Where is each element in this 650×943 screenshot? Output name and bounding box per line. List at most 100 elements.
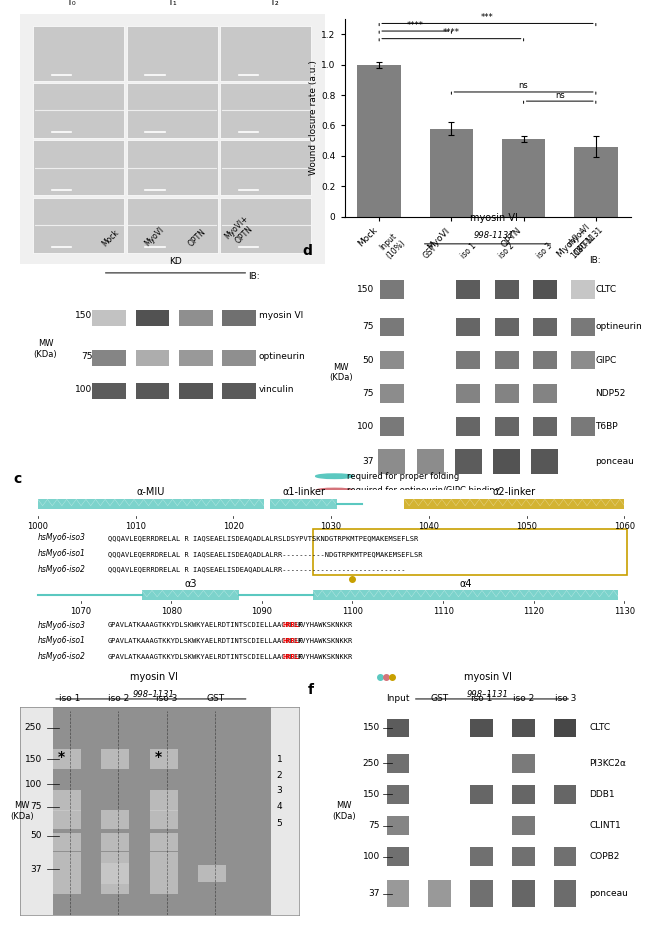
Text: 75: 75	[369, 821, 380, 830]
Text: iso 2: iso 2	[497, 241, 516, 260]
Bar	[533, 351, 557, 370]
Text: KD: KD	[481, 306, 494, 315]
Text: α1-linker: α1-linker	[282, 488, 325, 497]
Text: GIPC: GIPC	[595, 356, 616, 365]
Bar	[380, 417, 404, 436]
FancyBboxPatch shape	[127, 83, 218, 138]
Bar	[179, 383, 213, 399]
Bar	[533, 417, 557, 436]
Bar	[53, 810, 81, 829]
Bar	[136, 383, 170, 399]
FancyBboxPatch shape	[38, 499, 264, 509]
Bar	[430, 128, 473, 217]
Text: 998–1131: 998–1131	[133, 690, 175, 699]
Bar	[387, 785, 409, 803]
Bar	[512, 816, 534, 835]
Text: IB:: IB:	[589, 256, 601, 265]
Text: 100: 100	[363, 852, 380, 861]
Bar	[455, 449, 482, 474]
Bar	[532, 449, 558, 474]
Text: 998–1131: 998–1131	[467, 690, 508, 699]
Text: 1040: 1040	[419, 522, 439, 531]
Bar	[495, 417, 519, 436]
Text: NDP52: NDP52	[595, 389, 625, 398]
Text: α4: α4	[460, 579, 472, 589]
Text: *: *	[155, 750, 162, 764]
Text: OPTN: OPTN	[187, 227, 208, 248]
Text: 250: 250	[363, 759, 380, 768]
Text: 100: 100	[25, 780, 42, 788]
Text: MyoVI: MyoVI	[142, 225, 165, 248]
Text: 37: 37	[369, 889, 380, 899]
Text: optineurin: optineurin	[259, 352, 305, 361]
FancyBboxPatch shape	[33, 198, 124, 253]
Bar	[179, 350, 213, 366]
Bar	[495, 280, 519, 299]
Circle shape	[316, 474, 353, 478]
Text: HRRL: HRRL	[282, 653, 300, 660]
Bar	[533, 318, 557, 336]
Bar	[380, 280, 404, 299]
Text: 75: 75	[363, 323, 374, 331]
Bar	[512, 719, 534, 737]
Bar	[387, 816, 409, 835]
Bar	[387, 881, 409, 907]
Text: 100: 100	[357, 422, 374, 431]
Text: 150: 150	[363, 790, 380, 799]
Text: 1090: 1090	[252, 607, 272, 616]
Bar	[150, 790, 178, 811]
Text: 1130: 1130	[614, 607, 635, 616]
Text: KD: KD	[169, 256, 182, 266]
Bar	[456, 318, 480, 336]
Bar	[92, 383, 126, 399]
Bar	[222, 309, 256, 325]
Text: 5: 5	[277, 819, 282, 828]
Text: 2: 2	[277, 771, 282, 780]
Bar	[502, 140, 545, 217]
Text: 37: 37	[363, 457, 374, 466]
Bar	[571, 417, 595, 436]
Text: hsMyo6-iso2: hsMyo6-iso2	[38, 653, 86, 661]
Text: ***: ***	[481, 13, 494, 22]
Text: MW
(KDa): MW (KDa)	[329, 363, 353, 382]
Text: T6BP: T6BP	[595, 422, 617, 431]
Text: 4: 4	[277, 802, 282, 811]
Bar	[493, 449, 520, 474]
Bar	[387, 754, 409, 772]
Text: 1120: 1120	[523, 607, 544, 616]
Circle shape	[316, 503, 353, 507]
Text: hsMyo6-iso3: hsMyo6-iso3	[38, 534, 86, 542]
Bar	[471, 719, 493, 737]
Bar	[53, 749, 81, 769]
FancyBboxPatch shape	[127, 141, 218, 195]
FancyBboxPatch shape	[142, 590, 239, 601]
Text: iso 3: iso 3	[554, 694, 576, 703]
FancyBboxPatch shape	[220, 25, 311, 80]
Bar	[456, 280, 480, 299]
Bar	[571, 280, 595, 299]
Text: 1030: 1030	[320, 522, 342, 531]
Text: MW
(KDa): MW (KDa)	[10, 802, 34, 820]
Bar	[533, 280, 557, 299]
Bar	[198, 865, 226, 882]
Bar	[387, 719, 409, 737]
Text: GST: GST	[421, 243, 439, 260]
Text: QQQAVLEQERRDRELAL R IAQSEAELISDEAQADLALRR-----------------------------: QQQAVLEQERRDRELAL R IAQSEAELISDEAQADLALR…	[108, 567, 406, 572]
Bar	[358, 64, 401, 217]
Text: hsMyo6-iso1: hsMyo6-iso1	[38, 637, 86, 645]
Text: CLINT1: CLINT1	[589, 821, 621, 830]
Text: HRRL: HRRL	[282, 622, 300, 628]
Text: α2-linker: α2-linker	[493, 488, 536, 497]
Text: d: d	[302, 244, 312, 258]
Bar	[554, 847, 577, 866]
Text: Input
(10%): Input (10%)	[377, 231, 407, 260]
Text: ****: ****	[407, 21, 424, 29]
Text: f: f	[308, 683, 314, 697]
Text: 1050: 1050	[516, 522, 537, 531]
Text: IB:: IB:	[248, 273, 260, 281]
Bar	[92, 350, 126, 366]
Text: PI3KC2α: PI3KC2α	[589, 759, 626, 768]
Text: myosin VI: myosin VI	[259, 311, 303, 321]
FancyBboxPatch shape	[270, 499, 337, 509]
Text: 100: 100	[75, 385, 92, 394]
